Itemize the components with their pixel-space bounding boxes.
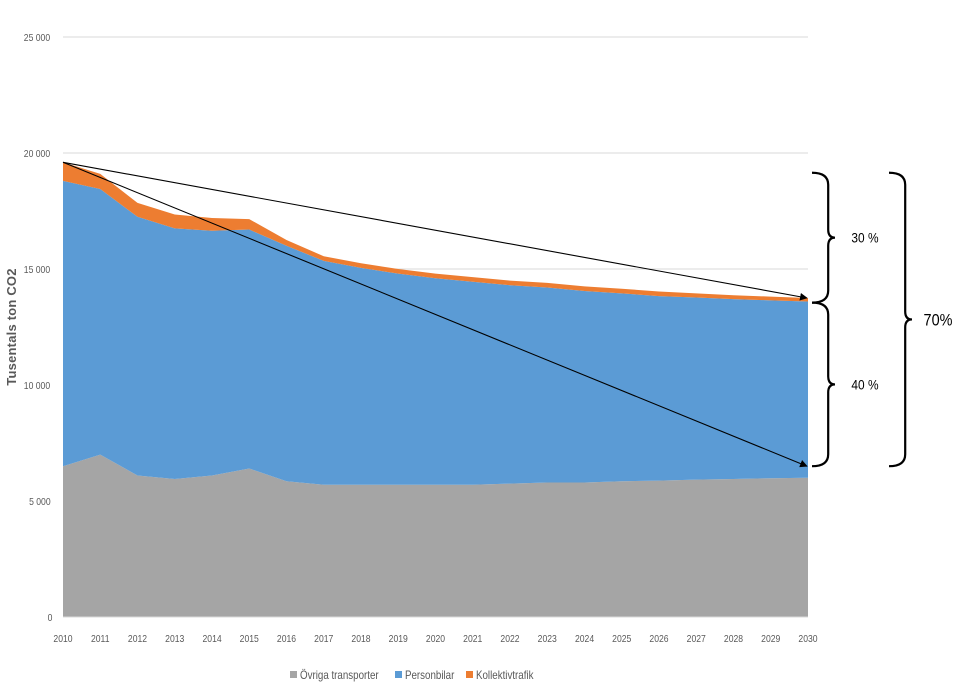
y-tick-label: 25 000: [24, 32, 50, 44]
area-series-1: [63, 180, 808, 485]
x-tick-label: 2015: [240, 633, 259, 645]
x-tick-label: 2018: [351, 633, 370, 645]
legend-swatch: [290, 671, 297, 678]
legend-swatch: [466, 671, 473, 678]
x-tick-label: 2026: [649, 633, 668, 645]
series-areas: [63, 162, 808, 617]
x-tick-label: 2027: [687, 633, 706, 645]
x-tick-label: 2020: [426, 633, 445, 645]
y-axis-label: Tusentals ton CO2: [4, 268, 19, 385]
annotation-brace: [811, 171, 836, 304]
x-tick-label: 2017: [314, 633, 333, 645]
legend-entry: Personbilar: [405, 669, 455, 682]
legend-entry: Kollektivtrafik: [476, 669, 534, 682]
y-tick-label: 5 000: [29, 496, 51, 508]
y-axis-ticks: 0 5 000 10 000 15 000 20 000 25 000: [24, 32, 53, 624]
x-tick-label: 2012: [128, 633, 147, 645]
legend: Övriga transporter Personbilar Kollektivtr…: [290, 669, 534, 682]
x-tick-label: 2023: [538, 633, 557, 645]
annotation-arrow: [62, 161, 808, 468]
y-tick-label: 0: [48, 612, 53, 624]
annotation-brace: [811, 301, 836, 468]
x-tick-label: 2014: [202, 633, 222, 645]
x-tick-label: 2024: [575, 633, 595, 645]
x-tick-label: 2022: [500, 633, 519, 645]
annotation-braces: 30 % 40 % 70%: [811, 171, 953, 468]
x-tick-label: 2016: [277, 633, 296, 645]
x-tick-label: 2013: [165, 633, 184, 645]
legend-entry: Övriga transporter: [300, 669, 379, 682]
annotation-arrow: [62, 161, 808, 301]
y-tick-label: 20 000: [24, 148, 50, 160]
legend-swatch: [395, 671, 402, 678]
x-axis-ticks: 2010 2011 2012 2013 2014 2015 2016 2017 2018 2019…: [53, 633, 817, 645]
x-tick-label: 2030: [798, 633, 817, 645]
x-tick-label: 2025: [612, 633, 631, 645]
annotation-brace: [888, 171, 913, 468]
brace-label: 30 %: [851, 230, 879, 246]
brace-label: 40 %: [851, 376, 879, 392]
x-tick-label: 2011: [91, 633, 110, 645]
area-series-2: [63, 162, 808, 302]
y-tick-label: 15 000: [24, 264, 50, 276]
x-tick-label: 2029: [761, 633, 780, 645]
x-tick-label: 2019: [389, 633, 408, 645]
area-series-0: [63, 454, 808, 617]
x-tick-label: 2028: [724, 633, 743, 645]
brace-label: 70%: [924, 311, 953, 329]
y-tick-label: 10 000: [24, 380, 50, 392]
x-tick-label: 2010: [53, 633, 72, 645]
annotation-arrows: [62, 161, 808, 468]
x-tick-label: 2021: [463, 633, 482, 645]
